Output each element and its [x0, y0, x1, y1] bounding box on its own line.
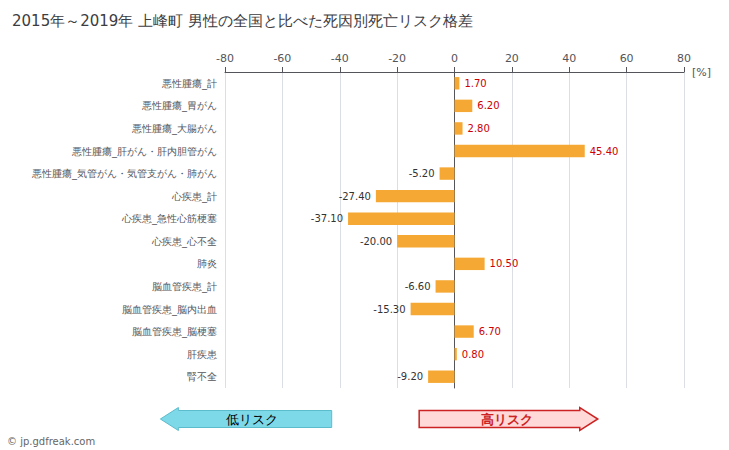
svg-text:-5.20: -5.20 — [409, 168, 435, 179]
svg-text:0.80: 0.80 — [462, 349, 484, 360]
svg-text:-9.20: -9.20 — [397, 371, 423, 382]
svg-text:80: 80 — [677, 52, 691, 65]
svg-text:6.20: 6.20 — [477, 100, 499, 111]
svg-text:悪性腫瘍_気管がん・気管支がん・肺がん: 悪性腫瘍_気管がん・気管支がん・肺がん — [31, 168, 217, 180]
svg-text:-80: -80 — [216, 52, 234, 65]
svg-text:心疾患_心不全: 心疾患_心不全 — [151, 236, 217, 248]
svg-text:-60: -60 — [273, 52, 291, 65]
svg-text:脳血管疾患_脳内出血: 脳血管疾患_脳内出血 — [122, 304, 217, 316]
svg-text:脳血管疾患_脳梗塞: 脳血管疾患_脳梗塞 — [132, 326, 217, 338]
svg-text:-20: -20 — [388, 52, 406, 65]
svg-text:脳血管疾患_計: 脳血管疾患_計 — [152, 281, 217, 293]
svg-text:肝疾患: 肝疾患 — [187, 349, 217, 360]
svg-text:10.50: 10.50 — [490, 258, 519, 269]
svg-text:腎不全: 腎不全 — [187, 371, 217, 382]
svg-text:-6.60: -6.60 — [405, 281, 431, 292]
svg-text:1.70: 1.70 — [464, 78, 486, 89]
svg-text:© jp.gdfreak.com: © jp.gdfreak.com — [7, 436, 95, 447]
svg-text:20: 20 — [505, 52, 519, 65]
svg-text:40: 40 — [562, 52, 576, 65]
svg-text:悪性腫瘍_胃がん: 悪性腫瘍_胃がん — [141, 100, 217, 112]
svg-text:肺炎: 肺炎 — [197, 258, 217, 269]
svg-text:-40: -40 — [331, 52, 349, 65]
svg-text:悪性腫瘍_肝がん・肝内胆管がん: 悪性腫瘍_肝がん・肝内胆管がん — [71, 146, 217, 158]
svg-text:-15.30: -15.30 — [373, 304, 405, 315]
svg-text:6.70: 6.70 — [479, 326, 501, 337]
svg-text:2.80: 2.80 — [468, 123, 490, 134]
svg-text:心疾患_計: 心疾患_計 — [171, 191, 217, 203]
svg-text:2015年～2019年 上峰町 男性の全国と比べた死因別死亡: 2015年～2019年 上峰町 男性の全国と比べた死因別死亡リスク格差 — [12, 12, 473, 30]
svg-text:[%]: [%] — [692, 66, 711, 79]
svg-text:高リスク: 高リスク — [481, 412, 533, 427]
svg-text:0: 0 — [451, 52, 458, 65]
svg-text:悪性腫瘍_大腸がん: 悪性腫瘍_大腸がん — [131, 123, 217, 135]
svg-text:60: 60 — [620, 52, 634, 65]
svg-text:悪性腫瘍_計: 悪性腫瘍_計 — [161, 78, 217, 90]
svg-text:45.40: 45.40 — [590, 146, 619, 157]
svg-text:-37.10: -37.10 — [311, 213, 343, 224]
svg-text:低リスク: 低リスク — [226, 412, 278, 427]
svg-text:心疾患_急性心筋梗塞: 心疾患_急性心筋梗塞 — [121, 213, 217, 225]
svg-text:-27.40: -27.40 — [339, 191, 371, 202]
svg-text:-20.00: -20.00 — [360, 236, 392, 247]
